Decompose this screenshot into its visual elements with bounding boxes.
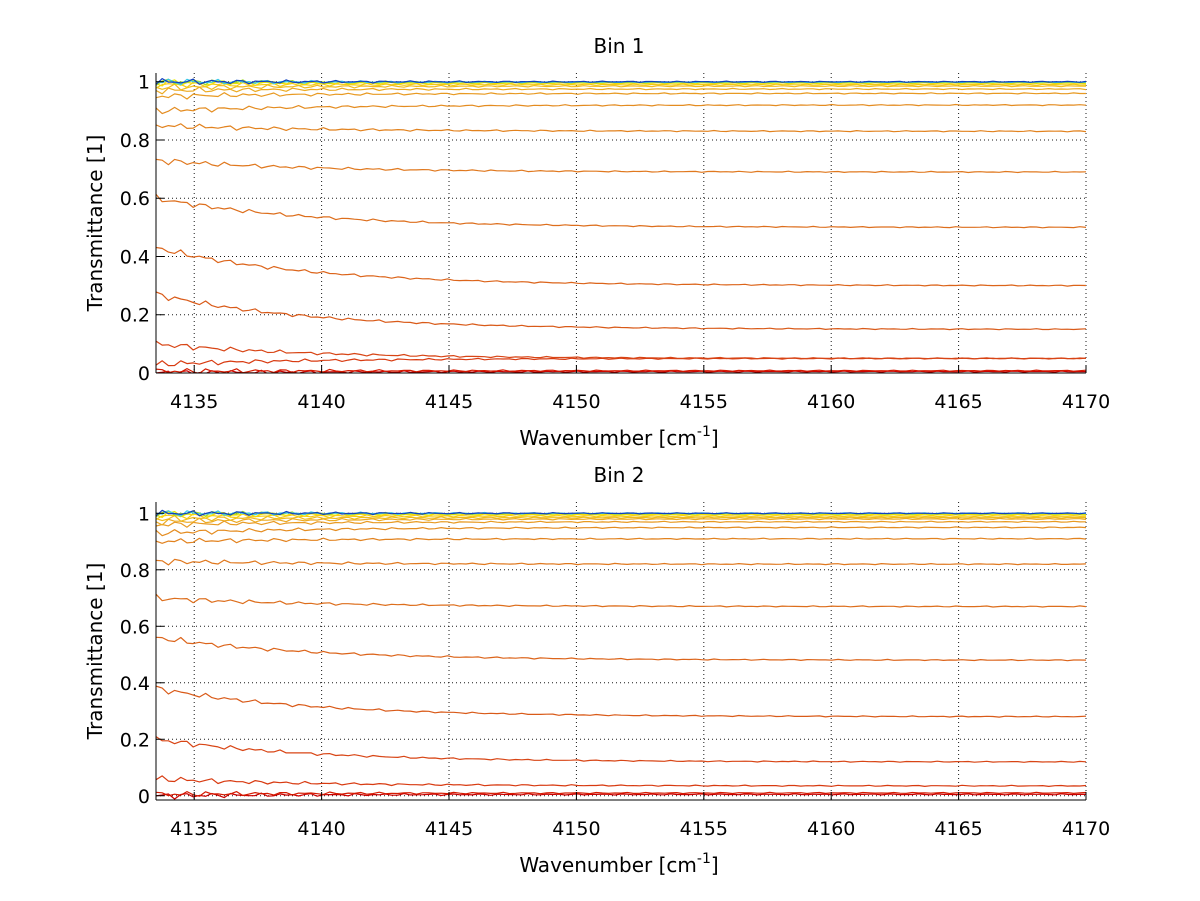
series-group: [156, 509, 1086, 800]
series-line: [156, 340, 1086, 360]
x-axis-label: Wavenumber [cm-1]: [519, 424, 718, 450]
x-tick-label: 4155: [680, 818, 728, 840]
x-tick-label: 4145: [425, 818, 473, 840]
x-tick-label: 4170: [1062, 818, 1110, 840]
series-line: [156, 515, 1086, 522]
y-tick-label: 1: [138, 503, 150, 525]
series-line: [156, 158, 1086, 174]
series-line: [156, 792, 1086, 800]
y-tick-label: 0: [138, 363, 150, 385]
x-tick-label: 4160: [807, 391, 855, 413]
y-tick-label: 1: [138, 72, 150, 94]
series-line: [156, 103, 1086, 115]
x-tick-label: 4160: [807, 818, 855, 840]
series-line: [156, 291, 1086, 331]
x-tick-label: 4140: [297, 391, 345, 413]
series-line: [156, 558, 1086, 566]
series-line: [156, 92, 1086, 100]
x-tick-label: 4170: [1062, 391, 1110, 413]
x-axis-label-text: Wavenumber [cm: [519, 426, 697, 450]
chart-title: Bin 2: [593, 463, 644, 487]
series-line: [156, 636, 1086, 662]
series-line: [156, 193, 1086, 229]
series-line: [156, 520, 1086, 528]
chart-panel-2: 4135 4140 4145 4150 4155 4160 4165 4170 0 0.2 0.4 0…: [83, 463, 1110, 877]
series-line: [156, 513, 1086, 521]
y-tick-label: 0: [138, 786, 150, 808]
y-tick-label: 0.8: [120, 130, 150, 152]
y-tick-label: 0.8: [120, 560, 150, 582]
series-line: [156, 83, 1086, 91]
y-tick-label: 0.4: [120, 673, 150, 695]
x-axis-label-superscript: -1: [697, 424, 711, 440]
x-axis-label-superscript: -1: [697, 851, 711, 867]
x-tick-label: 4165: [934, 818, 982, 840]
x-tick-label: 4135: [170, 391, 218, 413]
y-tick-label: 0.4: [120, 246, 150, 268]
series-line: [156, 368, 1086, 373]
y-tick-label: 0.6: [120, 188, 150, 210]
x-tick-label: 4135: [170, 818, 218, 840]
y-axis-label: Transmittance [1]: [83, 563, 107, 741]
series-line: [156, 791, 1086, 797]
series-line: [156, 78, 1086, 85]
series-line: [156, 81, 1086, 89]
x-axis-label: Wavenumber [cm-1]: [519, 851, 718, 877]
series-line: [156, 517, 1086, 526]
series-group: [156, 78, 1086, 373]
series-line: [156, 123, 1086, 133]
series-line: [156, 537, 1086, 544]
chart-title: Bin 1: [593, 34, 644, 58]
series-line: [156, 685, 1086, 718]
y-axis-label: Transmittance [1]: [83, 135, 107, 313]
series-line: [156, 736, 1086, 763]
series-line: [156, 593, 1086, 608]
y-tick-label: 0.2: [120, 729, 150, 751]
x-tick-label: 4150: [552, 391, 600, 413]
series-line: [156, 246, 1086, 287]
x-axis-label-text: Wavenumber [cm: [519, 853, 697, 877]
x-tick-label: 4140: [297, 818, 345, 840]
x-tick-label: 4155: [680, 391, 728, 413]
series-line: [156, 526, 1086, 537]
y-tick-label: 0.6: [120, 616, 150, 638]
y-tick-label: 0.2: [120, 305, 150, 327]
x-tick-label: 4145: [425, 391, 473, 413]
x-axis-label-suffix: ]: [711, 853, 719, 877]
series-line: [156, 86, 1086, 95]
x-axis-label-suffix: ]: [711, 426, 719, 450]
chart-panel-1: 4135 4140 4145 4150 4155 4160 4165 4170 0 0.2 0.4 0…: [83, 34, 1110, 450]
series-line: [156, 775, 1086, 787]
x-tick-label: 4150: [552, 818, 600, 840]
series-line: [156, 509, 1086, 517]
x-tick-label: 4165: [934, 391, 982, 413]
